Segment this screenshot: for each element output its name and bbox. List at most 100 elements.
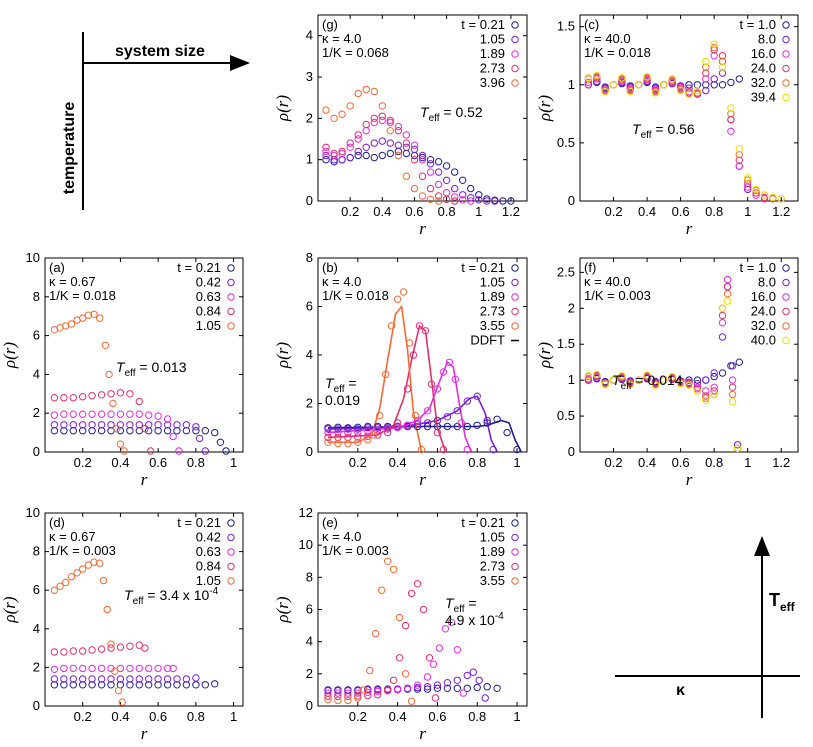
data-point	[710, 52, 718, 60]
data-point	[378, 102, 386, 110]
data-point	[413, 420, 422, 428]
data-point	[135, 397, 144, 406]
data-point	[710, 383, 718, 391]
panel-parameter: κ = 40.0	[584, 31, 631, 46]
data-point	[135, 641, 144, 649]
data-point	[322, 106, 330, 114]
data-point	[718, 304, 727, 312]
data-point	[370, 431, 378, 439]
data-point	[593, 370, 601, 379]
series-3	[50, 389, 155, 455]
data-point	[97, 675, 106, 683]
data-point	[702, 69, 710, 77]
data-point	[192, 427, 200, 435]
x-tick-label: 1	[744, 204, 751, 219]
legend-label: t = 1.0	[740, 260, 777, 275]
data-point	[73, 569, 81, 577]
data-point	[423, 683, 432, 691]
data-point	[362, 143, 370, 152]
data-point	[163, 675, 172, 683]
panel-f: 0.2 0.4 0.6 0.8 1 1.2 0 0.5 1 1.5 2 2.5 r ρ(r) (f)κ = …	[535, 257, 799, 489]
y-axis-label: ρ(r)	[535, 95, 554, 122]
data-point	[88, 421, 96, 429]
data-point	[378, 112, 386, 121]
data-point	[378, 116, 386, 125]
data-point	[50, 394, 59, 402]
data-point	[403, 385, 412, 393]
data-point	[126, 642, 134, 650]
data-point	[322, 147, 330, 156]
teff-label: Teff	[769, 590, 796, 614]
data-point	[626, 88, 634, 96]
data-point	[584, 78, 593, 87]
data-point	[354, 694, 362, 702]
data-point	[154, 675, 162, 683]
x-tick-label: 0.4	[373, 204, 391, 219]
legend-marker	[511, 562, 519, 571]
data-point	[584, 376, 593, 384]
y-tick-label: 0	[568, 444, 575, 459]
data-point	[467, 184, 475, 193]
panel-parameter: 1/K = 0.018	[322, 288, 389, 303]
y-tick-label: 1.5	[557, 19, 575, 34]
data-point	[733, 441, 742, 449]
data-point	[433, 428, 442, 437]
data-point	[693, 89, 702, 97]
x-tick-label: 0.4	[111, 709, 129, 724]
data-point	[421, 327, 430, 335]
data-point	[79, 410, 87, 418]
data-point	[439, 368, 448, 376]
teff-annotation: 4.9 x 10-4	[445, 611, 504, 628]
y-tick-label: 4	[33, 366, 40, 381]
data-point	[433, 684, 442, 692]
series-4	[324, 288, 426, 454]
x-tick-label: 0.2	[604, 455, 622, 470]
x-tick-label: 0.4	[638, 204, 656, 219]
data-point	[413, 681, 422, 689]
data-point	[364, 427, 372, 436]
x-axis-label: r	[141, 470, 148, 489]
teff-annotation: Teff = 0.014	[612, 372, 683, 392]
data-point	[384, 557, 392, 565]
data-point	[442, 195, 451, 204]
legend-marker	[782, 64, 790, 73]
data-point	[493, 684, 501, 692]
data-point	[163, 421, 172, 429]
legend-label: t = 0.21	[461, 17, 505, 32]
data-point	[378, 586, 386, 594]
data-point	[384, 425, 392, 433]
data-point	[402, 172, 411, 180]
data-point	[394, 141, 403, 149]
data-point	[79, 565, 87, 573]
y-tick-label: 8	[33, 289, 40, 304]
data-point	[459, 191, 467, 199]
data-point	[372, 629, 380, 638]
data-point	[324, 692, 332, 701]
data-point	[79, 647, 87, 655]
data-point	[135, 681, 144, 689]
data-point	[475, 191, 483, 199]
data-point	[90, 558, 98, 566]
data-point	[354, 438, 362, 446]
legend-marker	[511, 278, 519, 287]
legend-label: 0.84	[196, 559, 221, 574]
data-point	[442, 176, 451, 185]
data-point	[693, 81, 702, 89]
data-point	[418, 192, 427, 200]
legend-label: 0.63	[196, 544, 221, 559]
series-2	[50, 410, 183, 455]
data-point	[453, 684, 461, 692]
y-tick-label: 0	[568, 193, 575, 208]
data-point	[710, 46, 718, 54]
legend-marker	[511, 264, 519, 272]
y-axis-label: ρ(r)	[273, 596, 292, 623]
data-point	[395, 654, 404, 662]
data-point	[418, 172, 427, 180]
legend-marker	[782, 307, 790, 316]
data-point	[346, 143, 354, 152]
data-point	[173, 681, 181, 689]
data-point	[453, 407, 461, 415]
